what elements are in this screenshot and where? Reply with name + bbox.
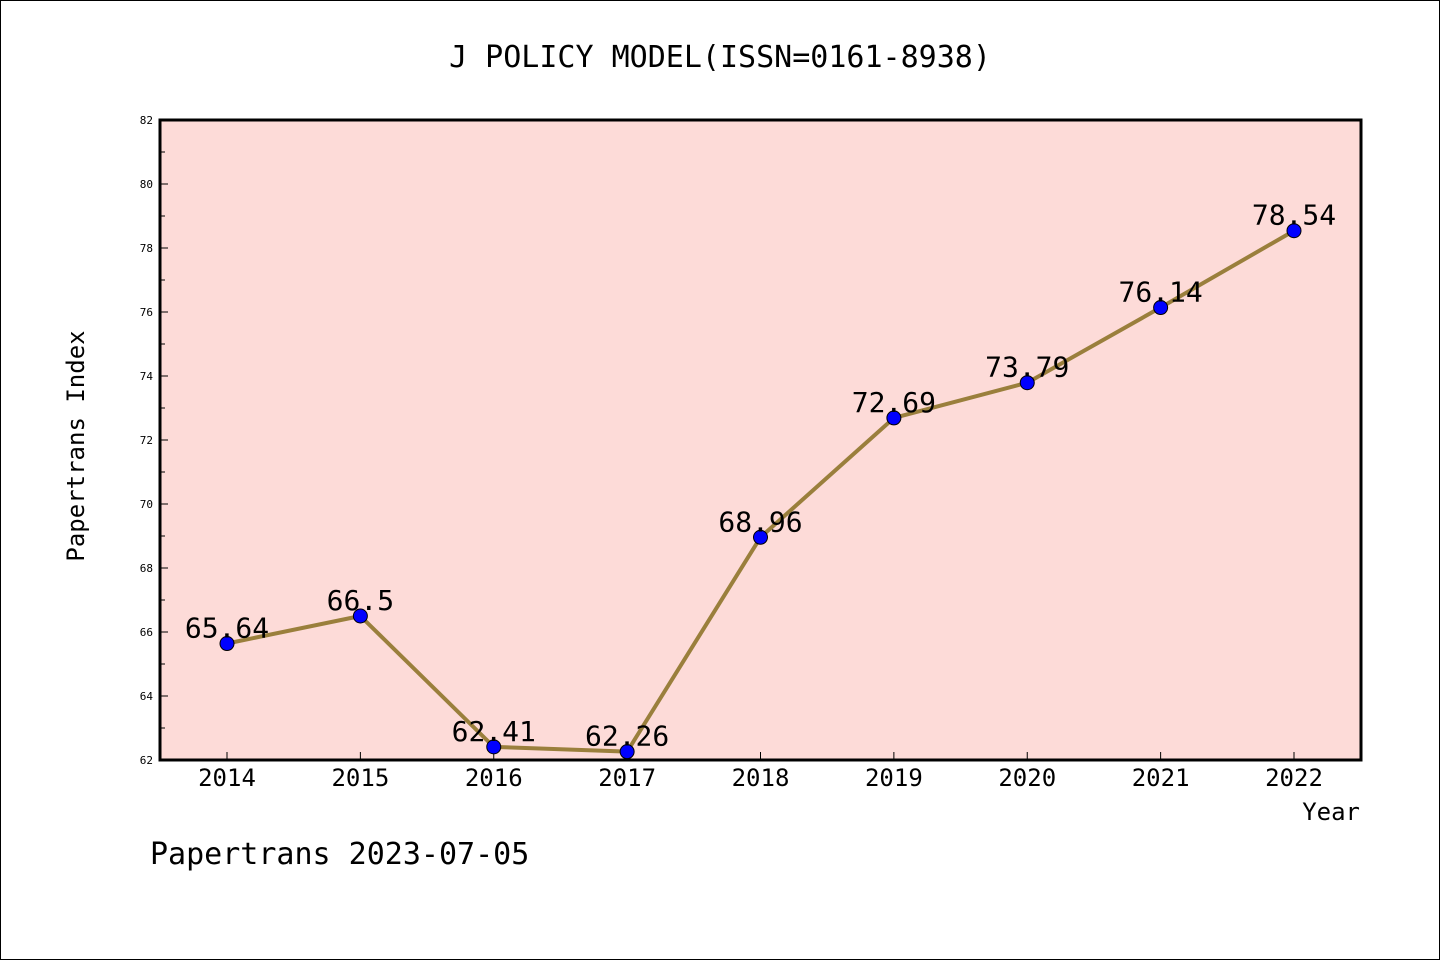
x-tick-label: 2016 [465,764,523,792]
series-line-group [219,223,1302,760]
data-label: 76.14 [1118,276,1202,309]
y-tick-label: 80 [140,178,153,191]
data-point [753,529,768,545]
y-tick-label: 66 [140,626,153,639]
data-point [219,636,235,652]
x-tick-label: 2022 [1265,764,1323,792]
x-tick-label: 2019 [865,764,923,792]
y-tick-label: 78 [140,242,153,255]
data-labels: 65.64 66.5 62.41 62.26 68.96 72.69 73.79 76.14 7… [185,199,1336,753]
data-point [1019,375,1035,391]
data-label: 73.79 [985,351,1069,384]
x-tick-label: 2014 [198,764,256,792]
x-tick-label: 2020 [998,764,1056,792]
data-point [619,744,635,760]
y-tick-label: 62 [140,754,153,767]
y-axis-label: Papertrans Index [62,330,90,561]
x-axis-label: Year [1302,798,1360,826]
data-label: 68.96 [718,505,802,538]
y-tick-label: 72 [140,434,153,447]
y-tick-label: 68 [140,562,153,575]
data-point [886,410,902,426]
data-point [352,608,368,624]
x-tick-label: 2017 [598,764,656,792]
data-label: 78.54 [1252,199,1336,232]
data-point [1286,223,1302,239]
data-label: 62.26 [585,720,669,753]
y-tick-label: 70 [140,498,153,511]
data-label: 65.64 [185,612,269,645]
y-tick-label: 64 [140,690,154,703]
chart-title: J POLICY MODEL(ISSN=0161-8938) [449,40,991,75]
y-tick-label: 74 [140,370,154,383]
plot-area [158,118,1363,762]
x-axis: 2014 2015 2016 2017 2018 2019 2020 2021 2022 [198,752,1323,792]
data-label: 62.41 [452,715,536,748]
data-point [486,739,502,755]
y-tick-label: 76 [140,306,153,319]
x-tick-label: 2015 [331,764,389,792]
x-tick-label: 2018 [732,764,790,792]
footer-text: Papertrans 2023-07-05 [150,837,529,872]
data-label: 66.5 [327,584,394,617]
data-label: 72.69 [852,386,936,419]
x-tick-label: 2021 [1132,764,1190,792]
data-point [1153,300,1169,316]
y-axis: 62 64 66 68 70 72 74 76 78 80 82 [140,114,168,767]
y-tick-label: 82 [140,114,153,127]
